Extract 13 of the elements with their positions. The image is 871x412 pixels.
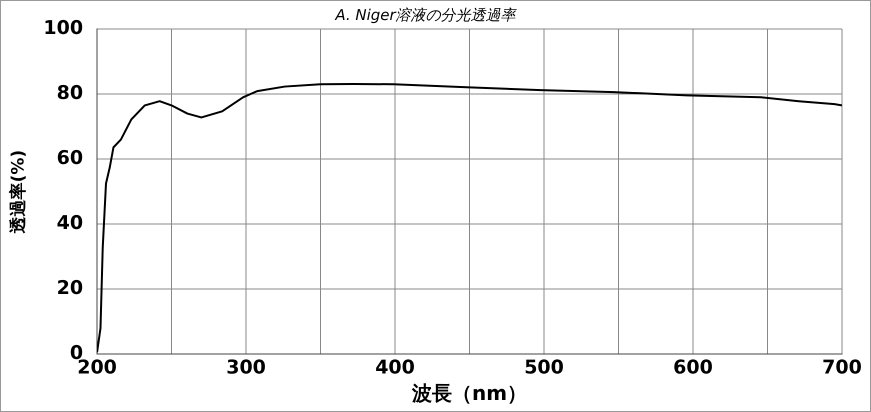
- y-axis-title: 透過率(%): [8, 150, 29, 234]
- chart-title: A. Niger溶液の分光透過率: [334, 6, 518, 24]
- x-axis-title: 波長（nm）: [410, 381, 528, 406]
- y-tick-label: 80: [56, 82, 84, 104]
- x-tick-label: 400: [375, 356, 415, 379]
- x-tick-label: 500: [524, 356, 564, 379]
- y-tick-label: 40: [56, 212, 84, 234]
- x-tick-label: 600: [673, 356, 713, 379]
- y-tick-label: 100: [43, 16, 84, 39]
- y-tick-label: 20: [56, 277, 84, 300]
- y-tick-label: 60: [56, 147, 84, 170]
- x-tick-label: 300: [226, 356, 266, 379]
- x-tick-label: 700: [822, 356, 862, 379]
